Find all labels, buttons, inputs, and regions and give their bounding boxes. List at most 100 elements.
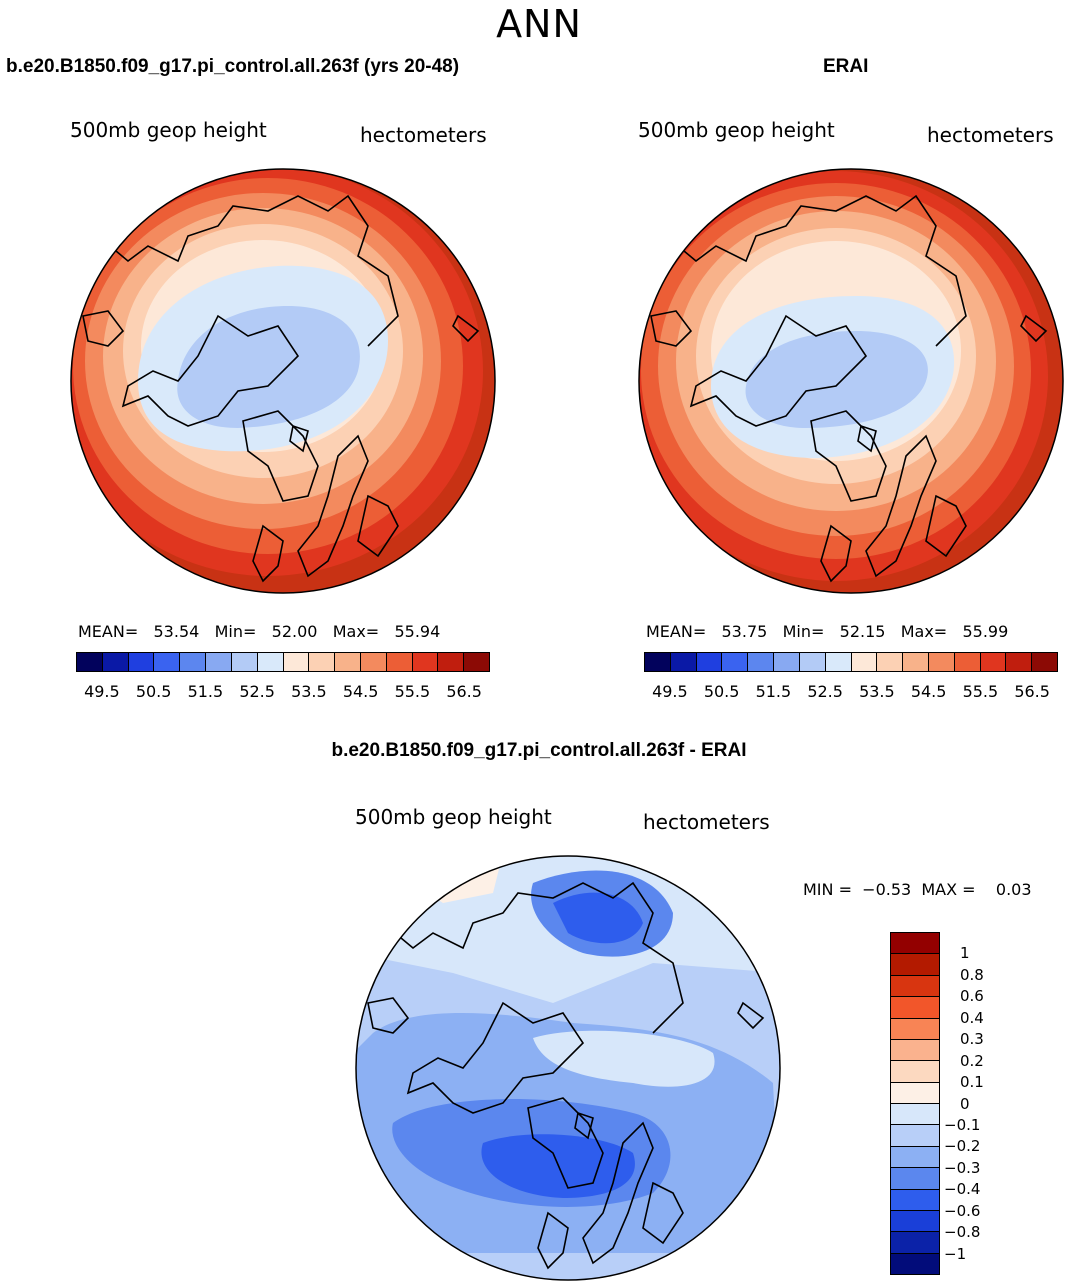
colorbar-swatch (722, 653, 749, 671)
colorbar-swatch (696, 653, 723, 671)
colorbar-swatch (128, 653, 155, 671)
map-border (355, 855, 781, 1281)
contour-band-minus-0-6 (553, 892, 643, 944)
panel1-units-label: hectometers (360, 123, 487, 147)
panel2-polar-map (638, 168, 1064, 594)
colorbar-swatch (891, 1104, 939, 1126)
colorbar-tick-label: −0.8 (944, 1223, 981, 1242)
colorbar-tick-label: −0.1 (944, 1115, 981, 1134)
coastlines (367, 881, 765, 1270)
colorbar-swatch (335, 653, 361, 671)
colorbar-tick-label: 0.4 (960, 1008, 984, 1027)
colorbar-tick-label: 0.6 (960, 987, 984, 1006)
panel3-units-label: hectometers (643, 810, 770, 834)
plot-title: ANN (496, 2, 582, 46)
colorbar-tick-label: 0.1 (960, 1073, 984, 1092)
colorbar-tick-label: 1 (960, 944, 970, 963)
colorbar-tick-label: −1 (944, 1244, 967, 1263)
colorbar-swatch (891, 1189, 939, 1211)
colorbar-swatch (77, 653, 103, 671)
map-border (638, 168, 1064, 594)
colorbar-tick-label: 51.5 (187, 682, 224, 701)
colorbar-tick-label: 51.5 (755, 682, 792, 701)
colorbar-tick-label: 54.5 (342, 682, 379, 701)
colorbar-tick-label: 53.5 (859, 682, 895, 701)
colorbar-swatch (928, 653, 955, 671)
colorbar-tick-label: 56.5 (446, 682, 482, 701)
coastlines (82, 194, 480, 583)
contour-band-52 (177, 306, 360, 428)
colorbar-swatch (903, 653, 929, 671)
colorbar-swatch (891, 1018, 939, 1040)
colorbar-swatch (748, 653, 775, 671)
panel1-polar-map (70, 168, 496, 594)
colorbar-swatch (891, 1232, 939, 1254)
colorbar-swatch (891, 1125, 939, 1147)
colorbar-tick-label: 56.5 (1014, 682, 1050, 701)
colorbar-tick-label: 52.5 (807, 682, 843, 701)
colorbar-tick-label: 0.2 (960, 1051, 984, 1070)
panel2-case-title: ERAI (823, 56, 869, 77)
colorbar-swatch (438, 653, 465, 671)
colorbar-tick-label: 55.5 (962, 682, 999, 701)
colorbar-tick-label: 49.5 (84, 682, 120, 701)
colorbar-swatch (645, 653, 671, 671)
colorbar-tick-label: 49.5 (652, 682, 688, 701)
colorbar-swatch (891, 933, 939, 955)
colorbar-swatch (1006, 653, 1033, 671)
colorbar-tick-label: 52.5 (239, 682, 275, 701)
panel3-polar-map (355, 855, 781, 1281)
colorbar-swatch (891, 1168, 939, 1190)
panel2-colorbar-ticks: 49.5 50.5 51.5 52.5 53.5 54.5 55.5 56.5 (644, 682, 1058, 702)
colorbar-tick-label: −0.6 (944, 1201, 981, 1220)
colorbar-swatch (891, 1210, 939, 1233)
colorbar-swatch (206, 653, 232, 671)
colorbar-swatch (670, 653, 697, 671)
colorbar-swatch (309, 653, 336, 671)
panel1-colorbar-ticks: 49.5 50.5 51.5 52.5 53.5 54.5 55.5 56.5 (76, 682, 490, 702)
colorbar-swatch (154, 653, 181, 671)
colorbar-tick-label: −0.2 (944, 1137, 981, 1156)
colorbar-swatch (891, 975, 939, 998)
map-border (70, 168, 496, 594)
colorbar-swatch (231, 653, 258, 671)
colorbar-tick-label: 0.3 (960, 1030, 984, 1049)
colorbar-swatch (891, 997, 939, 1019)
panel2-field-label: 500mb geop height (638, 118, 835, 142)
panel3-stats: MIN = −0.53 MAX = 0.03 (803, 880, 1032, 899)
colorbar-swatch (799, 653, 826, 671)
colorbar-tick-label: 54.5 (910, 682, 947, 701)
panel1-colorbar (76, 652, 490, 672)
contour-band-minus-0-2-rim (356, 1253, 780, 1280)
colorbar-swatch (954, 653, 981, 671)
colorbar-swatch (257, 653, 284, 671)
colorbar-tick-label: 50.5 (703, 682, 740, 701)
colorbar-swatch (412, 653, 439, 671)
coastlines (650, 194, 1048, 583)
colorbar-swatch (891, 1061, 939, 1083)
colorbar-swatch (180, 653, 207, 671)
colorbar-swatch (825, 653, 852, 671)
colorbar-tick-label: 50.5 (135, 682, 172, 701)
contour-band-minus-0-1-center (533, 1030, 715, 1087)
colorbar-swatch (464, 653, 489, 671)
colorbar-tick-label: 53.5 (291, 682, 327, 701)
colorbar-swatch (891, 1082, 939, 1104)
colorbar-tick-label: −0.4 (944, 1180, 981, 1199)
colorbar-swatch (386, 653, 413, 671)
colorbar-tick-label: 0.8 (960, 965, 984, 984)
colorbar-swatch (102, 653, 129, 671)
colorbar-swatch (891, 1039, 939, 1062)
colorbar-tick-label: 55.5 (394, 682, 431, 701)
panel2-units-label: hectometers (927, 123, 1054, 147)
panel1-field-label: 500mb geop height (70, 118, 267, 142)
panel1-case-title: b.e20.B1850.f09_g17.pi_control.all.263f … (6, 56, 460, 77)
panel3-colorbar (890, 932, 940, 1275)
colorbar-swatch (283, 653, 310, 671)
colorbar-tick-label: 0 (960, 1094, 970, 1113)
colorbar-swatch (891, 954, 939, 976)
colorbar-swatch (877, 653, 904, 671)
colorbar-swatch (360, 653, 387, 671)
panel1-stats: MEAN= 53.54 Min= 52.00 Max= 55.94 (78, 622, 441, 641)
colorbar-swatch (891, 1146, 939, 1169)
